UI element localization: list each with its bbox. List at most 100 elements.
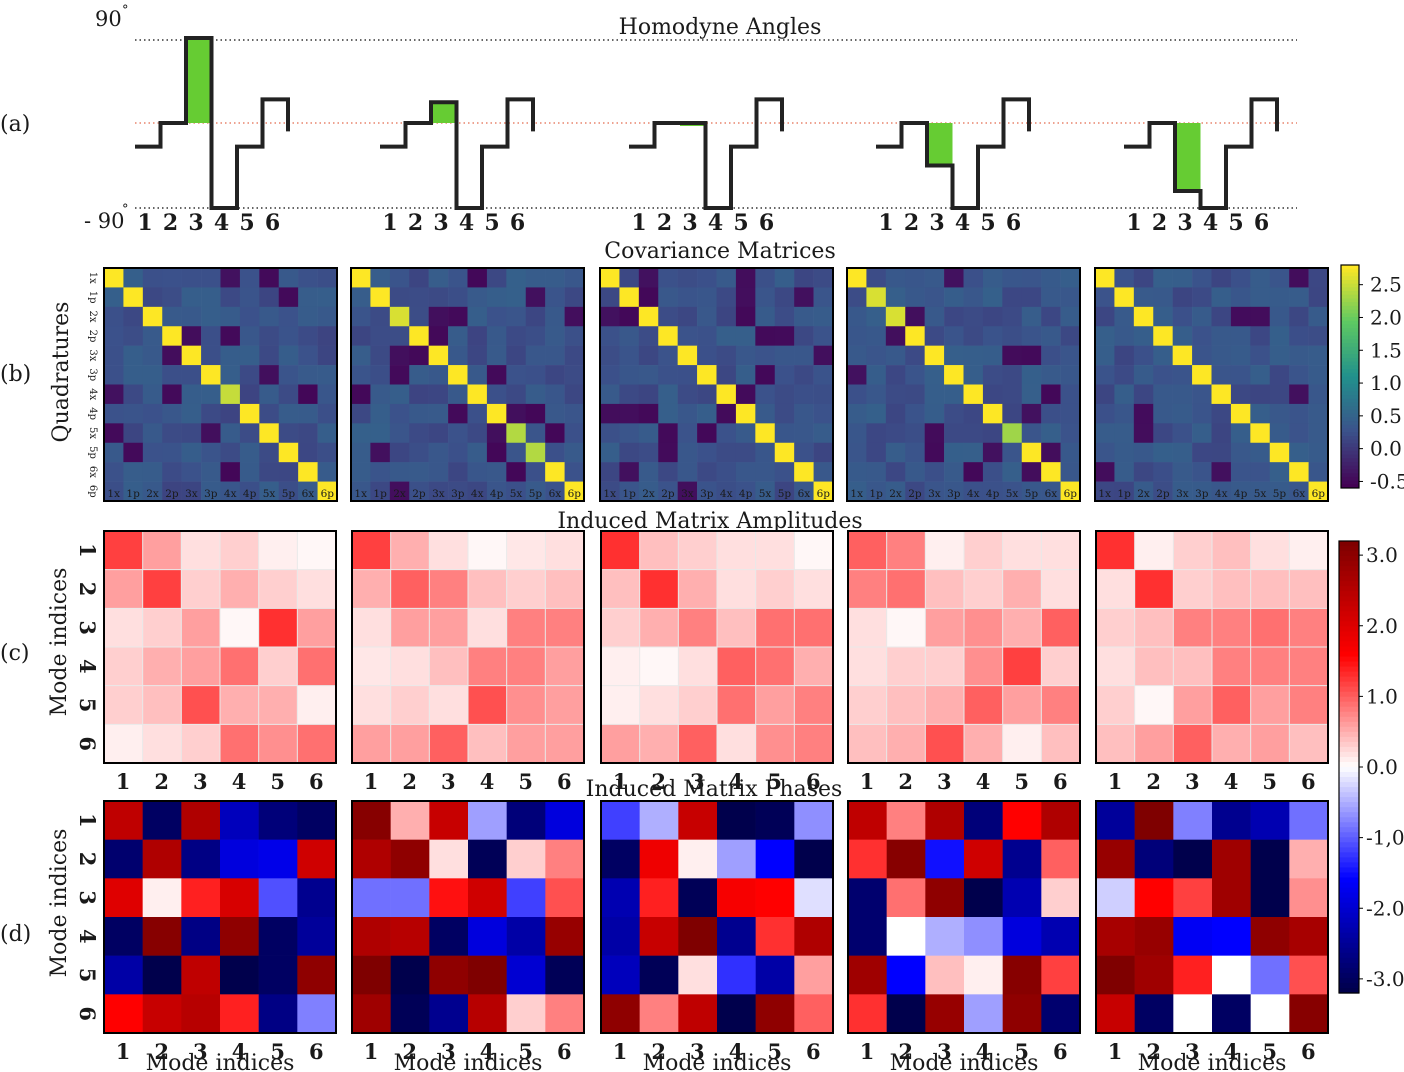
- cov-cell: [259, 268, 280, 288]
- cov-cell: [1095, 423, 1115, 444]
- cov-cell: [278, 462, 299, 482]
- cov-cell: [370, 423, 391, 444]
- cov-cell: [619, 423, 640, 444]
- cov-cell: [924, 462, 945, 482]
- heatmap-cell: [142, 917, 182, 956]
- cov-cell: [370, 287, 391, 308]
- cov-cell: [1250, 462, 1271, 482]
- heatmap-cell: [1002, 917, 1042, 956]
- colorbar-swatch: [1341, 302, 1359, 307]
- cov-cell: [1211, 268, 1232, 288]
- cov-cell: [564, 481, 585, 502]
- cov-cell: [317, 365, 338, 385]
- cov-cell: [467, 287, 488, 308]
- colorbar-swatch: [1341, 320, 1359, 325]
- heatmap-cell: [429, 647, 469, 686]
- cov-x-tick-label: 6p: [321, 488, 335, 500]
- cov-cell: [847, 306, 867, 327]
- heatmap-cell: [964, 801, 1003, 840]
- cov-cell: [104, 403, 124, 424]
- cov-cell: [866, 326, 887, 346]
- cov-cell: [697, 345, 717, 366]
- colorbar-swatch: [1341, 324, 1359, 329]
- heatmap-cell: [1289, 917, 1329, 956]
- cov-cell: [1153, 423, 1173, 444]
- heatmap-cell: [1173, 685, 1213, 725]
- colorbar-swatch: [1339, 716, 1359, 723]
- mode-x-tick-label: 3: [193, 769, 208, 794]
- cov-cell: [506, 462, 527, 482]
- cov-cell: [866, 462, 887, 482]
- cov-cell: [813, 287, 834, 308]
- cov-cell: [259, 423, 280, 444]
- cov-cell: [525, 384, 546, 405]
- cov-cell: [735, 345, 756, 366]
- cov-cell: [697, 462, 717, 482]
- cov-cell: [924, 365, 945, 385]
- heatmap-cell: [297, 608, 337, 648]
- cov-x-tick-label: 6p: [568, 488, 582, 500]
- cov-cell: [735, 268, 756, 288]
- cov-cell: [813, 423, 834, 444]
- colorbar-swatch: [1341, 313, 1359, 318]
- heatmap-cell: [925, 647, 965, 686]
- cov-cell: [794, 287, 814, 308]
- cov-cell: [409, 345, 429, 366]
- colorbar-swatch: [1339, 902, 1359, 909]
- heatmap-cell: [297, 569, 337, 609]
- cov-cell: [885, 287, 906, 308]
- cov-cell: [735, 442, 756, 463]
- heatmap-cell: [220, 994, 259, 1034]
- heatmap-cell: [506, 531, 546, 570]
- heatmap-cell: [429, 724, 469, 764]
- mode-x-tick-label: 2: [651, 769, 666, 794]
- heatmap-cell: [886, 724, 926, 764]
- cov-cell: [755, 442, 776, 463]
- cov-cell: [1250, 481, 1271, 502]
- heatmap-cell: [678, 878, 718, 918]
- cov-cell: [1153, 442, 1173, 463]
- heatmap-cell: [1134, 724, 1174, 764]
- cov-cell: [1095, 403, 1115, 424]
- cov-cell: [1192, 462, 1212, 482]
- heatmap-cell: [848, 724, 887, 764]
- heatmap-cell: [1289, 994, 1329, 1034]
- cov-cell: [317, 268, 338, 288]
- cov-x-tick-label: 4x: [224, 488, 237, 500]
- covariance-colorbar: 2.5 2.0 1.5 1.0 0.5 0.0 -0.5: [1340, 264, 1404, 493]
- heatmap-cell: [601, 878, 640, 918]
- cov-cell: [1172, 403, 1193, 424]
- cov-cell: [774, 462, 795, 482]
- mode-tick-label: 6: [759, 210, 774, 236]
- heatmap-cell: [1289, 685, 1329, 725]
- cov-cell: [1041, 384, 1061, 405]
- cov-cell: [677, 345, 698, 366]
- cov-cell: [1308, 326, 1329, 346]
- mode-x-tick-label: 6: [557, 769, 572, 794]
- heatmap-cell: [181, 801, 221, 840]
- heatmap-cell: [181, 647, 221, 686]
- heatmap-cell: [1134, 839, 1174, 879]
- heatmap-cell: [468, 647, 507, 686]
- heatmap-cell: [429, 839, 469, 879]
- mode-x-tick-label: 5: [518, 1039, 533, 1064]
- cov-cell: [1060, 442, 1081, 463]
- cov-cell: [486, 403, 507, 424]
- heatmap-cell: [1212, 839, 1251, 879]
- colorbar-swatch: [1339, 772, 1359, 778]
- mode-x-tick-label: 1: [364, 1039, 379, 1064]
- colorbar-swatch: [1339, 586, 1359, 592]
- cov-cell: [1250, 442, 1271, 463]
- cov-cell: [351, 423, 371, 444]
- heatmap-cell: [297, 724, 337, 764]
- colorbar-swatch: [1341, 272, 1359, 277]
- cov-cell: [428, 365, 449, 385]
- cov-cell: [486, 442, 507, 463]
- highlight-bar: [186, 38, 212, 123]
- mode-x-tick-label: 2: [154, 1039, 169, 1064]
- cov-cell: [885, 481, 906, 502]
- heatmap-cell: [717, 955, 756, 995]
- heatmap-cell: [925, 801, 965, 840]
